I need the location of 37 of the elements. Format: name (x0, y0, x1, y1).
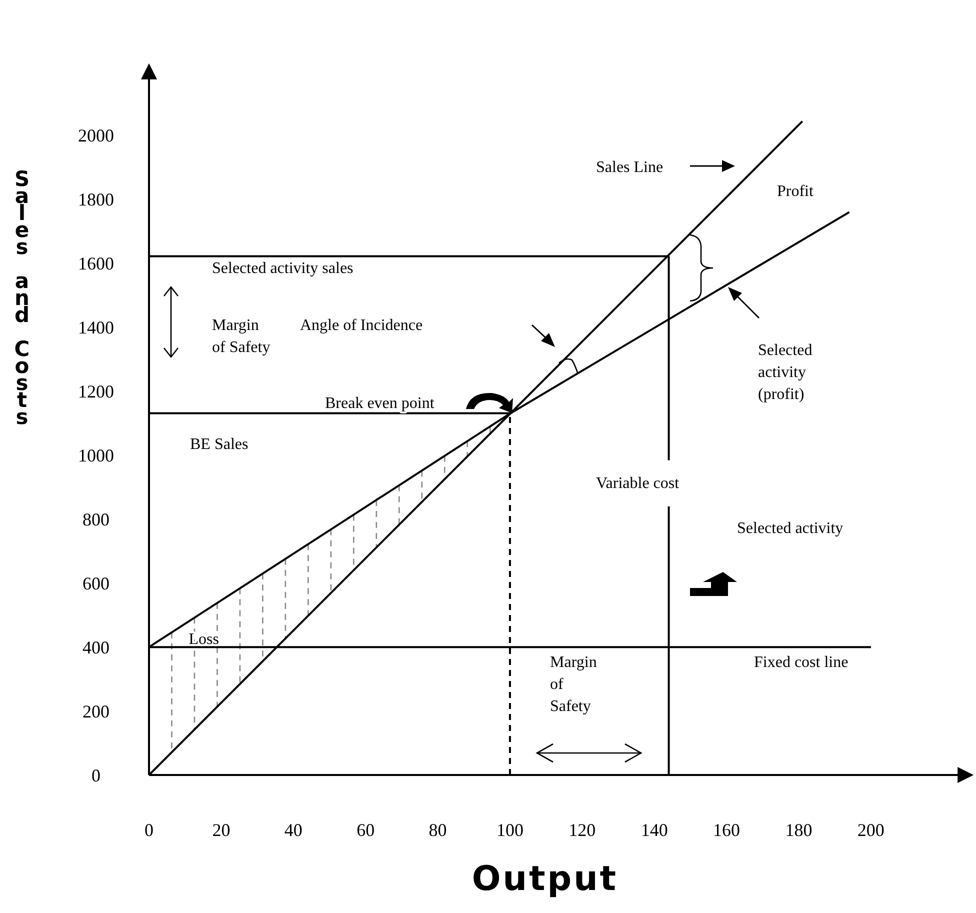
annotation: Selected activity sales (212, 260, 354, 277)
annotation: Break even point (325, 395, 435, 412)
y-tick-label: 800 (82, 509, 110, 530)
y-tick-label: 1000 (78, 445, 114, 466)
x-tick-label: 0 (144, 820, 154, 840)
x-tick-label: 80 (428, 820, 447, 840)
y-tick-label: 600 (82, 573, 110, 594)
annotation: Profit (777, 183, 814, 200)
annotation: Margin of Safety (212, 317, 270, 356)
y-tick-label: 1800 (78, 190, 114, 210)
y-tick-label: 2000 (78, 126, 114, 146)
x-axis-title: Output (472, 859, 618, 899)
annotation: Angle of Incidence (300, 317, 423, 334)
y-tick-label: 1400 (78, 318, 114, 338)
annotation: Selected activity (profit) (758, 342, 812, 403)
x-tick-label: 40 (284, 820, 302, 840)
annotation: Selected activity (737, 520, 844, 537)
y-tick-label: 200 (82, 701, 110, 722)
x-tick-label: 120 (568, 820, 596, 840)
y-tick-label: 1600 (78, 254, 114, 274)
y-tick-label: 400 (82, 637, 110, 658)
annotation: Fixed cost line (754, 654, 848, 671)
x-tick-label: 60 (356, 820, 375, 840)
x-tick-label: 100 (496, 820, 524, 840)
x-tick-label: 160 (713, 820, 740, 840)
annotation: Loss (188, 631, 219, 648)
annotation: Sales Line (596, 159, 664, 176)
x-tick-label: 200 (857, 820, 884, 840)
x-tick-label: 180 (785, 820, 812, 840)
x-tick-label: 140 (640, 820, 668, 840)
annotation: BE Sales (190, 436, 248, 453)
y-tick-label: 1200 (78, 382, 114, 402)
y-tick-label: 0 (92, 765, 100, 786)
annotation: Variable cost (596, 475, 680, 492)
x-tick-label: 20 (212, 820, 230, 840)
annotation: Margin of Safety (550, 654, 597, 715)
text: Sales and Costs (14, 167, 30, 429)
